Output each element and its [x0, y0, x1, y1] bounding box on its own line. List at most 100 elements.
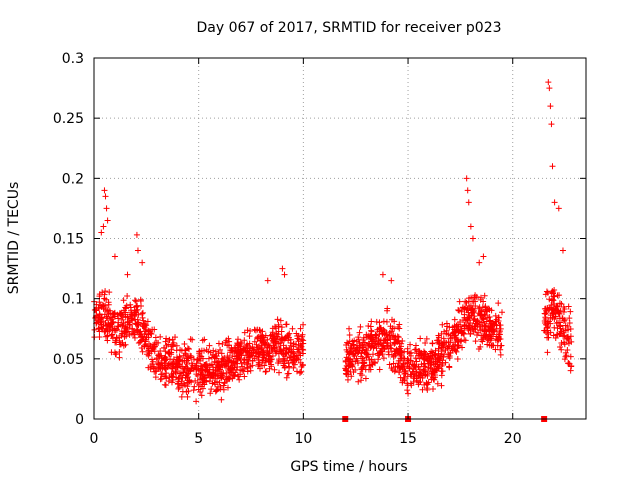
data-point: [481, 292, 488, 299]
data-point: [490, 342, 497, 349]
data-point: [198, 392, 205, 399]
data-point: [112, 337, 119, 344]
data-point: [230, 372, 237, 379]
spike-point: [465, 199, 472, 206]
data-point: [188, 360, 195, 367]
data-point: [260, 347, 267, 354]
data-point: [434, 365, 441, 372]
data-point: [473, 293, 480, 300]
data-point: [273, 325, 280, 332]
data-point: [290, 349, 297, 356]
data-point: [206, 342, 213, 349]
data-point: [163, 342, 170, 349]
data-point: [213, 386, 220, 393]
data-point: [215, 340, 222, 347]
data-point: [233, 348, 240, 355]
data-point: [443, 320, 450, 327]
data-point: [456, 307, 463, 314]
data-point: [155, 339, 162, 346]
data-point: [272, 350, 279, 357]
data-point: [417, 378, 424, 385]
data-point: [368, 328, 375, 335]
data-point: [118, 312, 125, 319]
data-point: [432, 352, 439, 359]
data-point: [388, 345, 395, 352]
data-point: [128, 315, 135, 322]
data-point: [567, 308, 574, 315]
data-point: [184, 357, 191, 364]
data-point: [267, 356, 274, 363]
y-tick-label: 0.1: [62, 292, 84, 308]
data-point: [567, 333, 574, 340]
data-point: [355, 349, 362, 356]
data-point: [157, 333, 164, 340]
data-point: [421, 349, 428, 356]
data-point: [174, 381, 181, 388]
data-point: [192, 377, 199, 384]
data-point: [184, 393, 191, 400]
data-point: [376, 319, 383, 326]
data-point: [349, 362, 356, 369]
data-point: [168, 372, 175, 379]
data-point: [299, 331, 306, 338]
data-point: [176, 353, 183, 360]
data-point: [224, 353, 231, 360]
data-point: [279, 337, 286, 344]
data-point: [299, 346, 306, 353]
data-point: [289, 348, 296, 355]
data-point: [560, 304, 567, 311]
data-point: [482, 320, 489, 327]
data-point: [230, 366, 237, 373]
data-point: [384, 343, 391, 350]
data-point: [269, 329, 276, 336]
data-point: [102, 288, 109, 295]
data-point: [401, 370, 408, 377]
data-point: [366, 362, 373, 369]
data-point: [558, 339, 565, 346]
data-point: [115, 315, 122, 322]
data-point: [133, 303, 140, 310]
data-point: [265, 350, 272, 357]
data-point: [212, 367, 219, 374]
data-point: [241, 329, 248, 336]
data-point: [413, 358, 420, 365]
data-point: [360, 363, 367, 370]
data-point: [215, 373, 222, 380]
axis-ticks: 0 5 10 15 20 0 0.05 0.1 0.15 0.2 0.25 0.3: [53, 51, 586, 447]
data-point: [544, 289, 551, 296]
data-point: [193, 362, 200, 369]
data-point: [283, 321, 290, 328]
data-point: [124, 313, 131, 320]
data-point: [102, 333, 109, 340]
spike-point: [100, 223, 107, 230]
data-point: [467, 330, 474, 337]
spike-point: [134, 247, 141, 254]
data-point: [438, 348, 445, 355]
data-point: [251, 355, 258, 362]
data-points: [91, 79, 575, 422]
spike-point: [102, 193, 109, 200]
data-point: [392, 367, 399, 374]
data-point: [218, 350, 225, 357]
data-point: [445, 338, 452, 345]
data-point: [109, 319, 116, 326]
data-point: [205, 355, 212, 362]
data-point: [411, 346, 418, 353]
data-point: [344, 356, 351, 363]
data-point: [264, 349, 271, 356]
data-point: [106, 289, 113, 296]
data-point: [241, 337, 248, 344]
data-point: [383, 318, 390, 325]
data-point: [274, 336, 281, 343]
data-point: [139, 314, 146, 321]
data-point: [461, 325, 468, 332]
data-point: [424, 356, 431, 363]
data-point: [380, 355, 387, 362]
data-point: [219, 341, 226, 348]
data-point: [139, 333, 146, 340]
data-point: [435, 337, 442, 344]
spike-point: [469, 235, 476, 242]
data-point: [422, 339, 429, 346]
spike-point: [379, 271, 386, 278]
data-point: [162, 348, 169, 355]
